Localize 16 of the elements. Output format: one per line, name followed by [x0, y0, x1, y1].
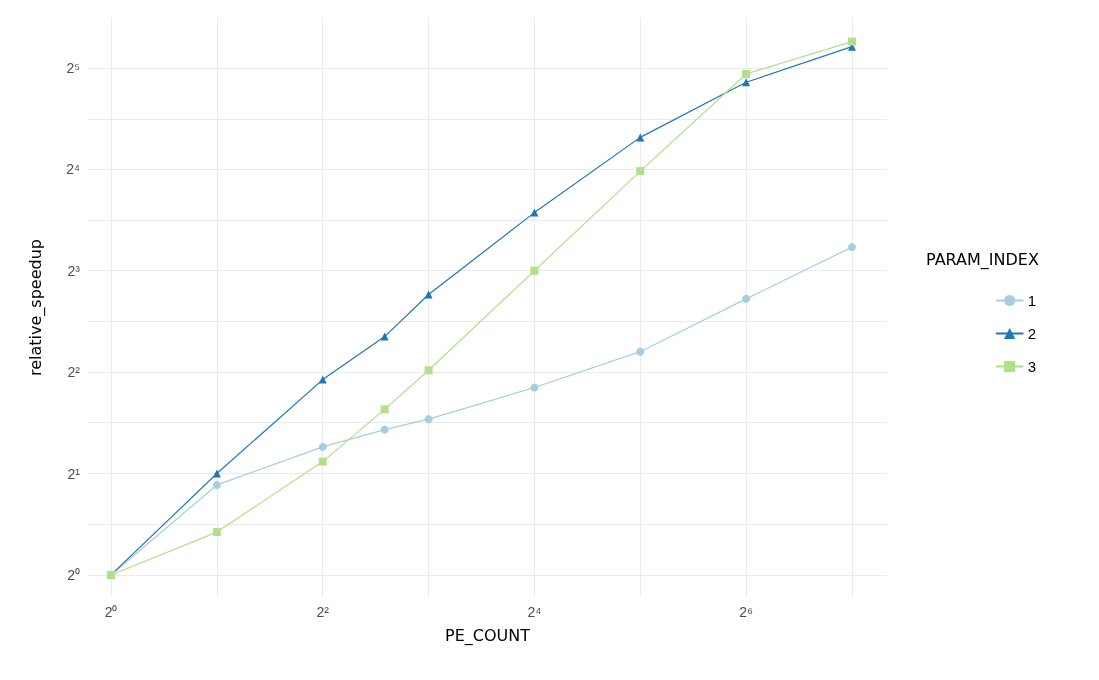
x-tick-label: 2² [316, 604, 330, 620]
y-tick-label: 2¹ [67, 465, 81, 482]
legend-title: PARAM_INDEX [926, 249, 1039, 270]
y-axis-title: relative_speedup [25, 239, 46, 376]
legend-label: 3 [1027, 358, 1036, 375]
legend-label: 2 [1027, 325, 1036, 342]
legend-label: 1 [1027, 292, 1036, 309]
x-tick-label: 2⁴ [527, 604, 542, 620]
x-axis-title: PE_COUNT [445, 625, 531, 646]
x-tick-label: 2⁶ [739, 604, 753, 620]
x-tick-label: 2⁰ [104, 604, 118, 620]
y-tick-label: 2⁰ [67, 566, 80, 583]
y-tick-label: 2² [67, 364, 81, 381]
y-tick-label: 2⁵ [66, 59, 80, 76]
y-tick-label: 2⁴ [66, 161, 80, 178]
y-tick-label: 2³ [67, 262, 81, 279]
